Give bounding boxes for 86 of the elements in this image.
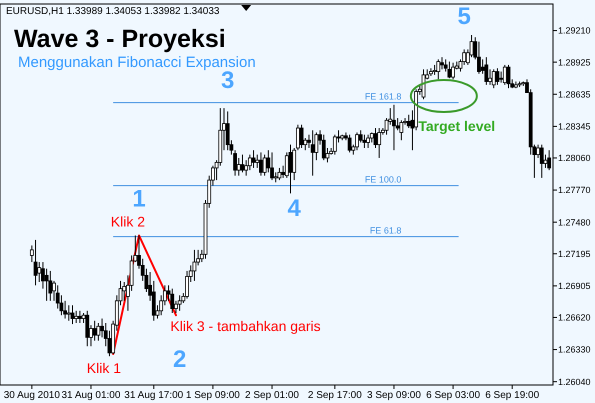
y-tick-label: 1.27480	[558, 217, 591, 228]
candlestick	[422, 68, 426, 100]
candlestick	[85, 310, 90, 347]
candlestick	[300, 124, 304, 148]
annotation: Klik 2	[110, 213, 146, 230]
candlestick	[122, 281, 126, 302]
candlestick	[270, 152, 274, 181]
y-tick-label: 1.26905	[558, 281, 591, 292]
candlestick	[399, 120, 404, 141]
candlestick	[255, 154, 260, 168]
candlestick	[170, 288, 174, 314]
candlestick	[70, 304, 74, 325]
candlestick	[355, 132, 359, 151]
annotation: Klik 3 - tambahkan garis	[170, 318, 321, 334]
candlestick	[348, 134, 352, 153]
candlestick	[262, 154, 267, 176]
candlestick	[362, 134, 366, 148]
annotation: Target level	[418, 118, 496, 134]
candlestick	[492, 68, 496, 89]
candlestick	[392, 104, 396, 151]
candlestick	[178, 294, 182, 312]
candlestick	[96, 322, 100, 342]
ref-line-label: FE 61.8	[370, 226, 402, 236]
ref-line-label: FE 161.8	[364, 92, 402, 102]
y-tick-label: 1.28925	[558, 57, 591, 68]
y-tick-label: 1.29210	[558, 26, 591, 36]
candlestick	[451, 62, 455, 80]
annotation: EURUSD,H1 1.33989 1.34053 1.33982 1.34033	[6, 6, 220, 17]
candlestick	[44, 268, 49, 302]
ref-line-label: FE 100.0	[364, 174, 402, 185]
text: Wave 3 - Proyeksi	[14, 25, 226, 53]
x-tick-label: 2 Sep 01:00	[245, 390, 300, 401]
x-tick-label: 30 Aug 2010	[4, 390, 60, 401]
candlestick	[540, 144, 544, 178]
annotation: 2	[172, 346, 186, 374]
x-tick-label: 31 Aug 01:00	[61, 390, 121, 401]
annotation: 4	[288, 195, 302, 222]
candlestick	[506, 64, 510, 89]
y-tick-label: 1.27195	[558, 248, 591, 259]
candlestick	[488, 68, 492, 86]
candlestick	[484, 56, 488, 86]
candlestick	[236, 157, 241, 176]
candlestick	[374, 128, 378, 148]
annotation: Klik 1	[86, 360, 122, 376]
x-tick-label: 2 Sep 17:00	[308, 390, 362, 401]
candlestick	[406, 114, 411, 129]
x-tick-label: 6 Sep 19:00	[485, 390, 540, 401]
candlestick	[226, 110, 230, 151]
candlestick	[259, 152, 263, 176]
candlestick	[432, 64, 437, 76]
candlestick	[252, 150, 256, 168]
candlestick	[440, 56, 444, 70]
x-tick-label: 1 Sep 09:00	[186, 390, 240, 401]
candlestick	[322, 134, 326, 161]
candlestick	[502, 64, 507, 86]
candlestick	[48, 270, 52, 302]
candlestick	[377, 128, 382, 158]
y-tick-label: 1.28060	[558, 153, 591, 164]
annotation: 5	[457, 3, 471, 30]
candlestick	[310, 130, 315, 176]
candlestick	[92, 320, 97, 342]
candlestick	[34, 239, 38, 286]
candlestick	[278, 167, 282, 181]
y-tick-label: 1.26040	[558, 376, 591, 387]
y-tick-label: 1.28345	[558, 122, 591, 132]
candlestick	[192, 249, 196, 282]
candlestick	[240, 154, 244, 173]
y-tick-label: 1.27770	[558, 185, 591, 196]
candlestick	[66, 304, 71, 322]
y-tick-label: 1.28635	[558, 89, 591, 100]
candlestick	[436, 58, 440, 80]
candlestick	[74, 310, 78, 324]
candlestick	[447, 61, 452, 79]
candlestick	[274, 172, 278, 183]
candlestick	[78, 310, 82, 324]
annotation: 1	[132, 185, 146, 212]
x-tick-label: 31 Aug 17:00	[124, 390, 184, 401]
y-tick-label: 1.26330	[558, 344, 591, 355]
candlestick	[288, 144, 292, 194]
candlestick	[332, 134, 337, 156]
candlestick	[496, 68, 500, 86]
x-tick-label: 6 Sep 03:00	[426, 390, 480, 401]
y-tick-label: 1.26620	[558, 312, 591, 323]
candlestick	[366, 134, 370, 148]
x-tick-label: 3 Sep 09:00	[366, 390, 422, 401]
candlestick	[477, 41, 481, 74]
